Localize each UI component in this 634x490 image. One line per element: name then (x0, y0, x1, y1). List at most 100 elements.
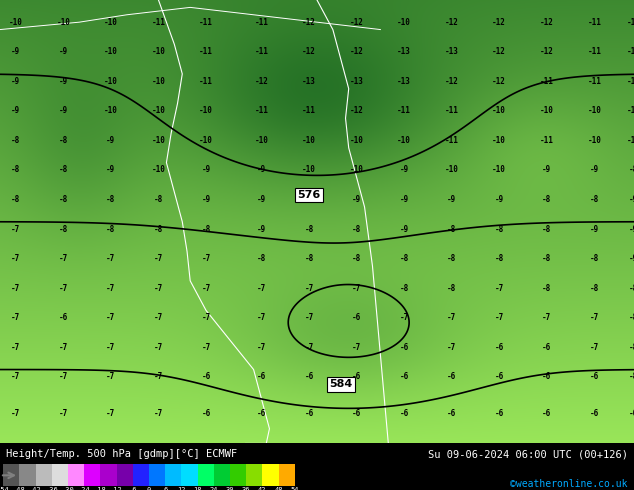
Bar (68, 465, 84, 486)
Text: -13: -13 (350, 77, 363, 86)
Text: -6: -6 (590, 409, 599, 418)
Text: 54: 54 (290, 487, 299, 490)
Text: -8: -8 (630, 372, 634, 381)
Text: -7: -7 (59, 372, 68, 381)
Text: -8: -8 (630, 284, 634, 293)
Text: -7: -7 (11, 313, 20, 322)
Text: -6: -6 (352, 372, 361, 381)
Text: -10: -10 (152, 136, 165, 145)
Text: -6: -6 (352, 313, 361, 322)
Text: -7: -7 (11, 254, 20, 263)
Text: -9: -9 (542, 166, 552, 174)
Text: -8: -8 (399, 284, 409, 293)
Text: -18: -18 (94, 487, 107, 490)
Bar (36, 465, 52, 486)
Text: -7: -7 (495, 313, 504, 322)
Text: -6: -6 (495, 343, 504, 352)
Text: -9: -9 (107, 136, 115, 145)
Text: -10: -10 (588, 106, 601, 115)
Text: -10: -10 (104, 47, 118, 56)
Bar (133, 465, 149, 486)
Text: -12: -12 (445, 18, 458, 26)
Text: -6: -6 (399, 372, 409, 381)
Text: -7: -7 (495, 284, 504, 293)
Text: -8: -8 (542, 224, 552, 234)
Text: -7: -7 (352, 284, 361, 293)
Text: -11: -11 (627, 18, 634, 26)
Text: -10: -10 (152, 166, 165, 174)
Text: -6: -6 (202, 372, 210, 381)
Text: 12: 12 (177, 487, 186, 490)
Text: -9: -9 (399, 224, 409, 234)
Text: -10: -10 (104, 18, 118, 26)
Text: -7: -7 (447, 343, 456, 352)
Text: -10: -10 (199, 106, 213, 115)
Text: -10: -10 (56, 18, 70, 26)
Text: -6: -6 (304, 372, 314, 381)
Text: -11: -11 (152, 18, 165, 26)
Text: -7: -7 (257, 343, 266, 352)
Text: -6: -6 (304, 409, 314, 418)
Text: -8: -8 (399, 254, 409, 263)
Text: -8: -8 (447, 224, 456, 234)
Text: -8: -8 (590, 254, 599, 263)
Text: -6: -6 (630, 409, 634, 418)
Text: -12: -12 (540, 18, 553, 26)
Text: -10: -10 (493, 166, 506, 174)
Text: -6: -6 (495, 372, 504, 381)
Text: -8: -8 (11, 136, 20, 145)
Text: -6: -6 (399, 409, 409, 418)
Text: -11: -11 (445, 136, 458, 145)
Text: -7: -7 (304, 343, 314, 352)
Text: -9: -9 (59, 106, 68, 115)
Text: -9: -9 (202, 195, 210, 204)
Bar (246, 465, 262, 486)
Text: -36: -36 (46, 487, 58, 490)
Text: -12: -12 (493, 77, 506, 86)
Text: -9: -9 (590, 166, 599, 174)
Text: 42: 42 (258, 487, 267, 490)
Text: 0: 0 (147, 487, 151, 490)
Text: -11: -11 (445, 106, 458, 115)
Text: -7: -7 (202, 313, 210, 322)
Text: -8: -8 (11, 166, 20, 174)
Text: -9: -9 (630, 224, 634, 234)
Text: -12: -12 (540, 47, 553, 56)
Text: -6: -6 (202, 409, 210, 418)
Text: -7: -7 (202, 343, 210, 352)
Text: -9: -9 (399, 166, 409, 174)
Bar (181, 465, 198, 486)
Bar (20, 465, 36, 486)
Text: -11: -11 (255, 18, 268, 26)
Text: -13: -13 (445, 47, 458, 56)
Text: -7: -7 (542, 313, 552, 322)
Text: -8: -8 (107, 195, 115, 204)
Text: -7: -7 (59, 409, 68, 418)
Text: -9: -9 (59, 47, 68, 56)
Text: -6: -6 (59, 313, 68, 322)
Text: -7: -7 (107, 313, 115, 322)
Text: -9: -9 (257, 224, 266, 234)
Text: -7: -7 (11, 409, 20, 418)
Text: -11: -11 (540, 136, 553, 145)
Text: -9: -9 (630, 254, 634, 263)
Text: -8: -8 (59, 195, 68, 204)
Text: -11: -11 (255, 47, 268, 56)
Text: 36: 36 (242, 487, 250, 490)
Text: -30: -30 (61, 487, 74, 490)
Text: -7: -7 (154, 313, 163, 322)
Text: -10: -10 (152, 106, 165, 115)
Text: -9: -9 (257, 166, 266, 174)
Text: -7: -7 (11, 372, 20, 381)
Text: -9: -9 (202, 166, 210, 174)
Text: -8: -8 (107, 224, 115, 234)
Text: -8: -8 (630, 166, 634, 174)
Text: -7: -7 (257, 284, 266, 293)
Bar (100, 465, 117, 486)
Text: -7: -7 (11, 284, 20, 293)
Text: -6: -6 (542, 409, 552, 418)
Text: -9: -9 (11, 106, 20, 115)
Text: -8: -8 (304, 254, 314, 263)
Text: -12: -12 (493, 47, 506, 56)
Text: -9: -9 (304, 195, 314, 204)
